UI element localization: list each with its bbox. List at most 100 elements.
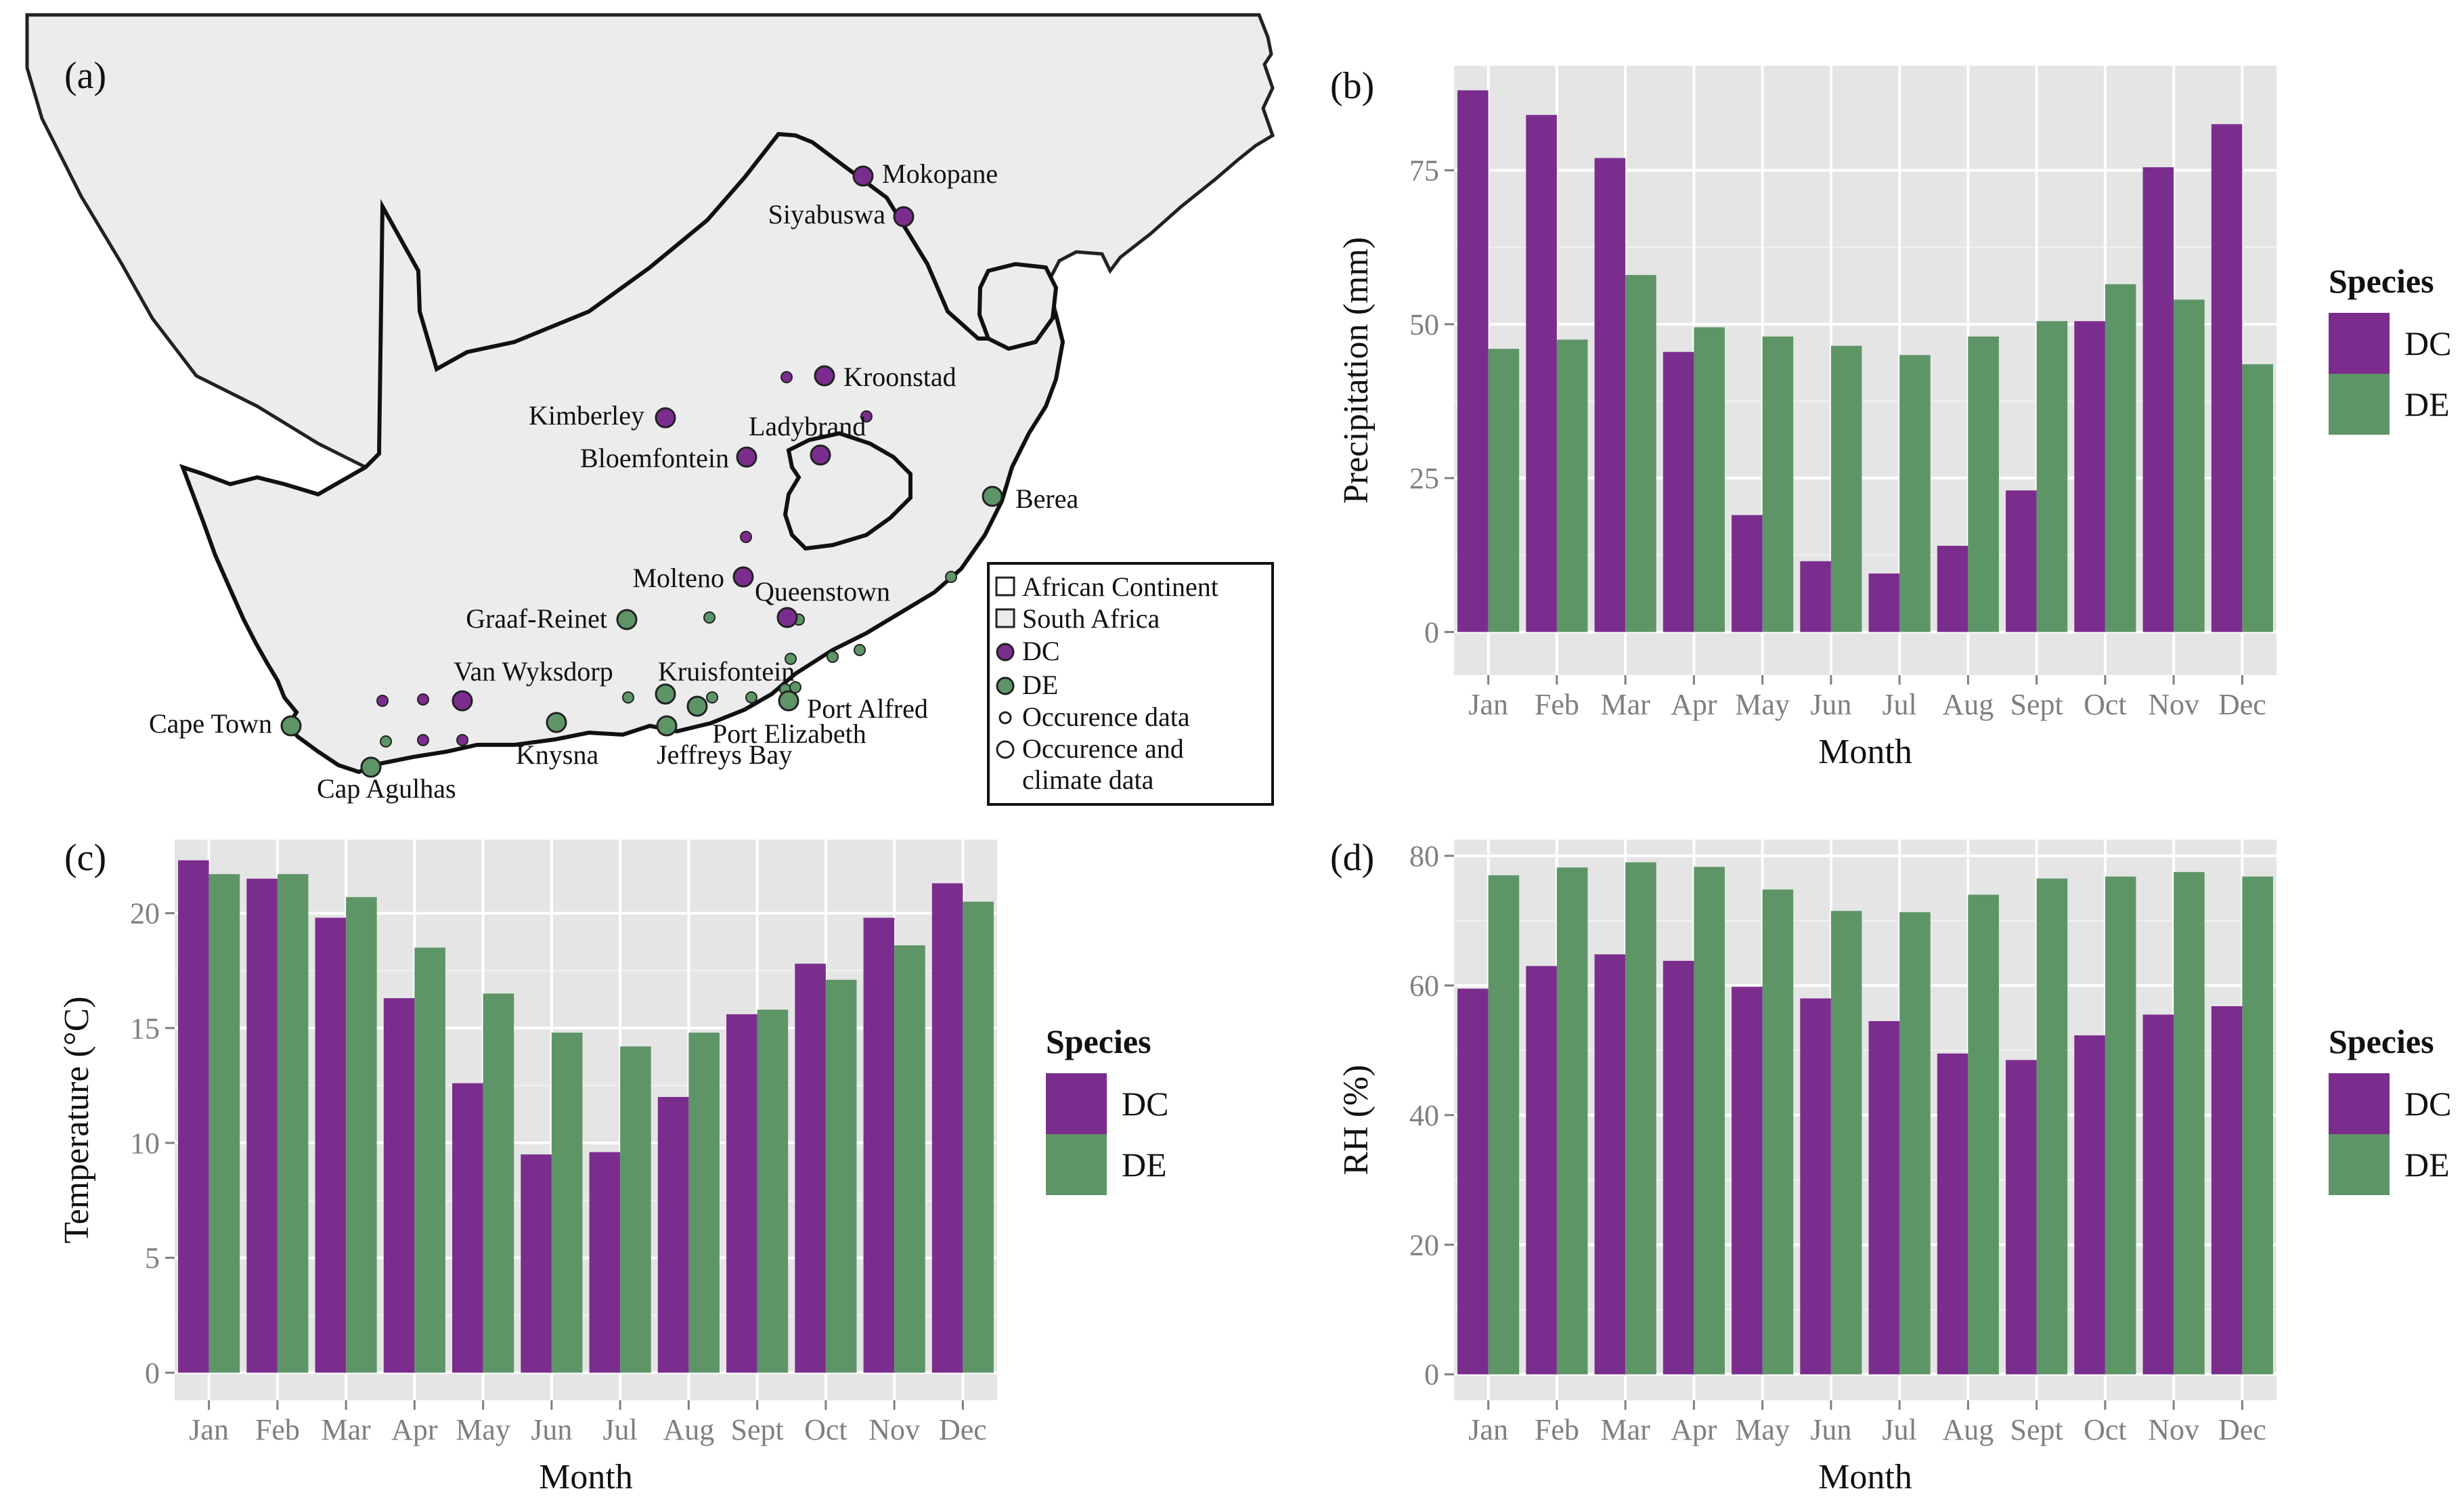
legend-swatch-south-africa (995, 608, 1015, 628)
bar-dc-jul (1868, 1021, 1900, 1375)
x-tick-label: Jun (1810, 1413, 1851, 1446)
svg-text:Ladybrand: Ladybrand (749, 411, 866, 441)
bar-dc-sept (726, 1014, 757, 1373)
city-cape-town: Cape Town (149, 708, 302, 739)
bar-de-apr (414, 947, 445, 1373)
y-tick-label: 40 (1409, 1099, 1439, 1132)
bar-dc-jun (1800, 998, 1831, 1375)
y-tick-label: 25 (1409, 462, 1439, 495)
map-legend: African Continent South Africa DC DE Occ… (987, 562, 1274, 806)
bar-dc-jul (1868, 574, 1900, 632)
bar-dc-dec (2211, 1006, 2243, 1375)
bar-de-oct (825, 980, 857, 1373)
x-tick-label: Feb (255, 1413, 300, 1446)
occurrence-dot (785, 653, 797, 665)
bar-dc-feb (1526, 966, 1557, 1375)
legend-swatch-de (2329, 1134, 2390, 1195)
bar-dc-oct (795, 964, 826, 1373)
city-cap-agulhas: Cap Agulhas (317, 756, 456, 804)
bar-dc-may (1732, 987, 1763, 1375)
city-kroonstad: Kroonstad (814, 362, 956, 392)
x-tick-label: Oct (2084, 688, 2127, 721)
bar-de-dec (963, 901, 994, 1373)
occurrence-dot (854, 644, 866, 656)
svg-text:Knysna: Knysna (516, 739, 598, 770)
legend-swatch-dc (2329, 313, 2390, 374)
legend-label-south-africa: South Africa (1022, 603, 1160, 634)
bar-de-jun (1830, 911, 1862, 1375)
y-tick-label: 0 (145, 1356, 160, 1389)
x-tick-label: Jul (602, 1413, 637, 1446)
legend-label-occurrence: Occurence data (1022, 701, 1190, 732)
x-tick-label: Aug (1942, 688, 1994, 721)
precipitation-chart: 0 25 50 75 Jan Feb Mar Apr May Jun Jul Aug Sept Oct No… (1330, 65, 2451, 771)
x-tick-label: Apr (1671, 688, 1717, 721)
bar-dc-aug (1937, 1053, 1968, 1375)
y-tick-label: 20 (130, 897, 160, 930)
x-tick-label: Oct (804, 1413, 848, 1446)
x-tick-label: Apr (1671, 1413, 1717, 1446)
x-tick-label: Jan (1468, 1413, 1508, 1446)
bar-dc-mar (1594, 954, 1626, 1375)
legend-title: Species (2329, 262, 2434, 300)
map-legend-box (987, 562, 1274, 806)
occurrence-dot (740, 531, 752, 543)
bar-de-jul (620, 1046, 651, 1373)
city-van-wyksdorp: Van Wyksdorp (452, 656, 613, 712)
city-queenstown: Queenstown (755, 576, 890, 628)
bar-de-jan (1488, 349, 1520, 632)
bar-de-feb (1556, 867, 1588, 1375)
legend-swatch-de (996, 676, 1015, 695)
x-tick-label: May (1735, 688, 1790, 721)
occurrence-dot (789, 681, 801, 693)
bar-de-jun (551, 1033, 583, 1373)
x-tick-label: Jul (1882, 688, 1916, 721)
x-tick-label: Jan (189, 1413, 229, 1446)
x-tick-label: May (456, 1413, 510, 1446)
panel-label: (b) (1330, 65, 1374, 107)
plot-background (1454, 840, 2276, 1400)
bar-de-mar (1625, 862, 1656, 1375)
y-tick-label: 0 (1424, 1358, 1439, 1391)
bar-de-oct (2105, 876, 2136, 1375)
bar-de-may (483, 993, 514, 1373)
legend-label-continent: African Continent (1022, 571, 1218, 602)
city-jeffreys-bay: Jeffreys Bay (656, 715, 792, 770)
bar-dc-oct (2074, 1035, 2105, 1375)
svg-text:Kroonstad: Kroonstad (843, 362, 956, 392)
y-axis-title: Temperature (°C) (58, 996, 96, 1243)
svg-text:Cape Town: Cape Town (149, 708, 272, 739)
x-tick-label: Feb (1535, 688, 1579, 721)
y-tick-label: 5 (145, 1242, 160, 1275)
city-kruisfontein: Kruisfontein (655, 656, 795, 705)
occurrence-dot (860, 410, 873, 423)
y-tick-label: 50 (1409, 308, 1439, 341)
legend-title: Species (2329, 1022, 2434, 1060)
bar-dc-mar (315, 917, 347, 1373)
y-tick-label: 60 (1409, 969, 1439, 1002)
legend-swatch-de (1046, 1134, 1107, 1195)
occurrence-dot (780, 371, 793, 383)
x-axis-title: Month (1818, 733, 1912, 771)
x-tick-label: Mar (1600, 688, 1650, 721)
bar-de-dec (2242, 876, 2273, 1375)
city-siyabuswa: Siyabuswa (768, 199, 915, 230)
x-tick-label: Jul (1882, 1413, 1916, 1446)
bar-dc-apr (1663, 351, 1694, 632)
x-tick-label: Nov (2148, 688, 2199, 721)
city-berea: Berea (982, 483, 1079, 514)
bar-dc-mar (1594, 158, 1626, 632)
y-tick-label: 15 (130, 1012, 160, 1045)
occurrence-dot (706, 691, 718, 704)
legend-label-de: DE (1022, 670, 1058, 700)
bar-dc-may (452, 1083, 483, 1373)
x-tick-label: Aug (663, 1413, 714, 1446)
south-africa (179, 131, 1065, 775)
bar-de-jan (1488, 875, 1520, 1375)
y-tick-label: 75 (1409, 154, 1439, 188)
bar-de-jan (208, 873, 240, 1373)
city-graaf-reinet: Graaf-Reinet (466, 603, 638, 634)
city-bloemfontein: Bloemfontein (580, 443, 757, 473)
bar-de-may (1762, 337, 1794, 632)
map-panel-label: (a) (64, 55, 106, 97)
